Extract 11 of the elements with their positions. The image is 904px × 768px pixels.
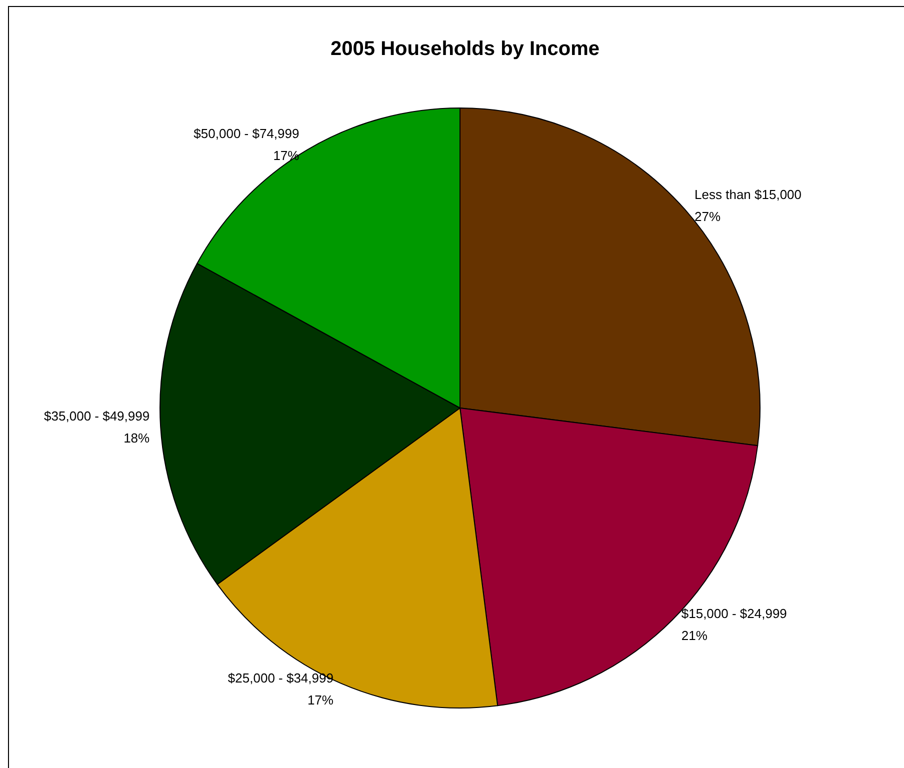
data-label: 17% bbox=[273, 148, 300, 164]
slice-label: $15,000 - $24,999 bbox=[681, 606, 787, 621]
chart-title: 2005 Households by Income bbox=[330, 38, 600, 60]
data-label: 27% bbox=[694, 209, 721, 224]
data-label: 17% bbox=[307, 692, 334, 708]
data-label: 18% bbox=[124, 430, 150, 446]
slice-label: $50,000 - $74,999 bbox=[194, 126, 300, 142]
slice-label: $25,000 - $34,999 bbox=[228, 670, 334, 686]
slice-label: $35,000 - $49,999 bbox=[44, 408, 150, 424]
slice-label: Less than $15,000 bbox=[694, 187, 802, 202]
data-label: 21% bbox=[681, 628, 708, 643]
